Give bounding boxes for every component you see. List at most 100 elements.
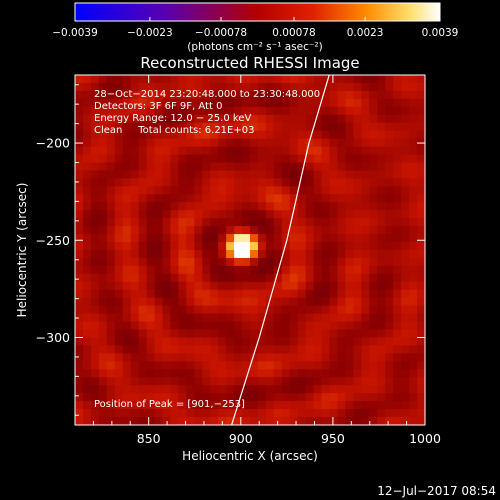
heatmap-cell — [289, 345, 299, 354]
heatmap-cell — [353, 122, 362, 132]
heatmap-cell — [401, 114, 410, 124]
heatmap-cell — [75, 82, 84, 92]
heatmap-cell — [257, 409, 267, 418]
heatmap-cell — [218, 329, 227, 338]
heatmap-cell — [90, 226, 100, 235]
heatmap-cell — [202, 194, 211, 203]
heatmap-cell — [265, 178, 275, 187]
heatmap-cell — [377, 385, 386, 394]
heatmap-cell — [273, 257, 283, 267]
heatmap-cell — [130, 305, 140, 315]
heatmap-cell — [401, 361, 410, 370]
heatmap-cell — [170, 369, 179, 378]
heatmap-cell — [242, 273, 251, 283]
heatmap-cell — [313, 250, 323, 259]
heatmap-cell — [401, 178, 410, 187]
heatmap-cell — [162, 289, 171, 299]
heatmap-cell — [170, 210, 179, 219]
heatmap-cell — [226, 194, 235, 203]
heatmap-cell — [75, 401, 84, 410]
heatmap-cell — [75, 226, 84, 235]
heatmap-cell — [114, 98, 124, 108]
heatmap-cell — [138, 114, 148, 124]
heatmap-cell — [82, 98, 92, 108]
heatmap-cell — [106, 361, 116, 370]
heatmap-cell — [178, 178, 187, 187]
heatmap-cell — [377, 353, 386, 362]
heatmap-cell — [178, 154, 187, 163]
heatmap-cell — [393, 138, 402, 148]
heatmap-cell — [178, 289, 187, 299]
heatmap-cell — [401, 289, 410, 299]
heatmap-cell — [337, 385, 346, 394]
heatmap-cell — [162, 82, 171, 92]
heatmap-cell — [273, 202, 283, 211]
heatmap-cell — [130, 369, 140, 378]
heatmap-cell — [202, 154, 211, 163]
heatmap-cell — [289, 138, 299, 148]
heatmap-cell — [250, 90, 259, 100]
heatmap-cell — [257, 130, 267, 140]
heatmap-cell — [234, 385, 243, 394]
heatmap-cell — [305, 226, 315, 235]
heatmap-cell — [170, 170, 179, 179]
heatmap-cell — [154, 361, 163, 370]
heatmap-cell — [353, 194, 362, 203]
heatmap-cell — [257, 242, 267, 251]
heatmap-cell — [361, 289, 370, 299]
heatmap-cell — [146, 257, 156, 267]
heatmap-cell — [90, 297, 100, 307]
heatmap-cell — [369, 345, 378, 354]
heatmap-cell — [138, 361, 148, 370]
heatmap-cell — [130, 377, 140, 386]
heatmap-cell — [170, 297, 179, 307]
heatmap-cell — [401, 409, 410, 418]
heatmap-cell — [146, 329, 156, 338]
heatmap-cell — [194, 114, 203, 124]
heatmap-cell — [242, 393, 251, 402]
heatmap-cell — [162, 226, 171, 235]
heatmap-cell — [313, 202, 323, 211]
heatmap-cell — [218, 242, 227, 251]
heatmap-cell — [257, 401, 267, 410]
heatmap-cell — [114, 329, 124, 338]
heatmap-cell — [122, 170, 132, 179]
heatmap-cell — [154, 297, 163, 307]
heatmap-cell — [234, 90, 243, 100]
heatmap-cell — [265, 361, 275, 370]
heatmap-cell — [202, 82, 211, 92]
heatmap-cell — [75, 353, 84, 362]
heatmap-cell — [154, 170, 163, 179]
heatmap-cell — [321, 313, 331, 323]
heatmap-cell — [178, 75, 187, 84]
heatmap-cell — [138, 353, 148, 362]
heatmap-cell — [369, 329, 378, 338]
heatmap-cell — [273, 170, 283, 179]
heatmap-cell — [401, 250, 410, 259]
heatmap-cell — [98, 75, 108, 84]
heatmap-cell — [257, 194, 267, 203]
heatmap-cell — [369, 98, 378, 108]
heatmap-cell — [369, 242, 378, 251]
heatmap-cell — [393, 361, 402, 370]
heatmap-cell — [401, 186, 410, 195]
heatmap-cell — [329, 329, 338, 338]
heatmap-cell — [210, 257, 219, 267]
heatmap-cell — [281, 114, 291, 124]
heatmap-cell — [106, 297, 116, 307]
heatmap-cell — [353, 210, 362, 219]
heatmap-cell — [281, 250, 291, 259]
heatmap-cell — [106, 250, 116, 259]
heatmap-cell — [170, 417, 179, 425]
heatmap-cell — [202, 90, 211, 100]
heatmap-cell — [353, 297, 362, 307]
heatmap-cell — [297, 178, 307, 187]
heatmap-cell — [345, 329, 354, 338]
heatmap-cell — [305, 321, 315, 331]
heatmap-cell — [90, 114, 100, 124]
heatmap-cell — [417, 353, 425, 362]
heatmap-cell — [377, 122, 386, 132]
heatmap-cell — [353, 289, 362, 299]
heatmap-cell — [154, 313, 163, 323]
